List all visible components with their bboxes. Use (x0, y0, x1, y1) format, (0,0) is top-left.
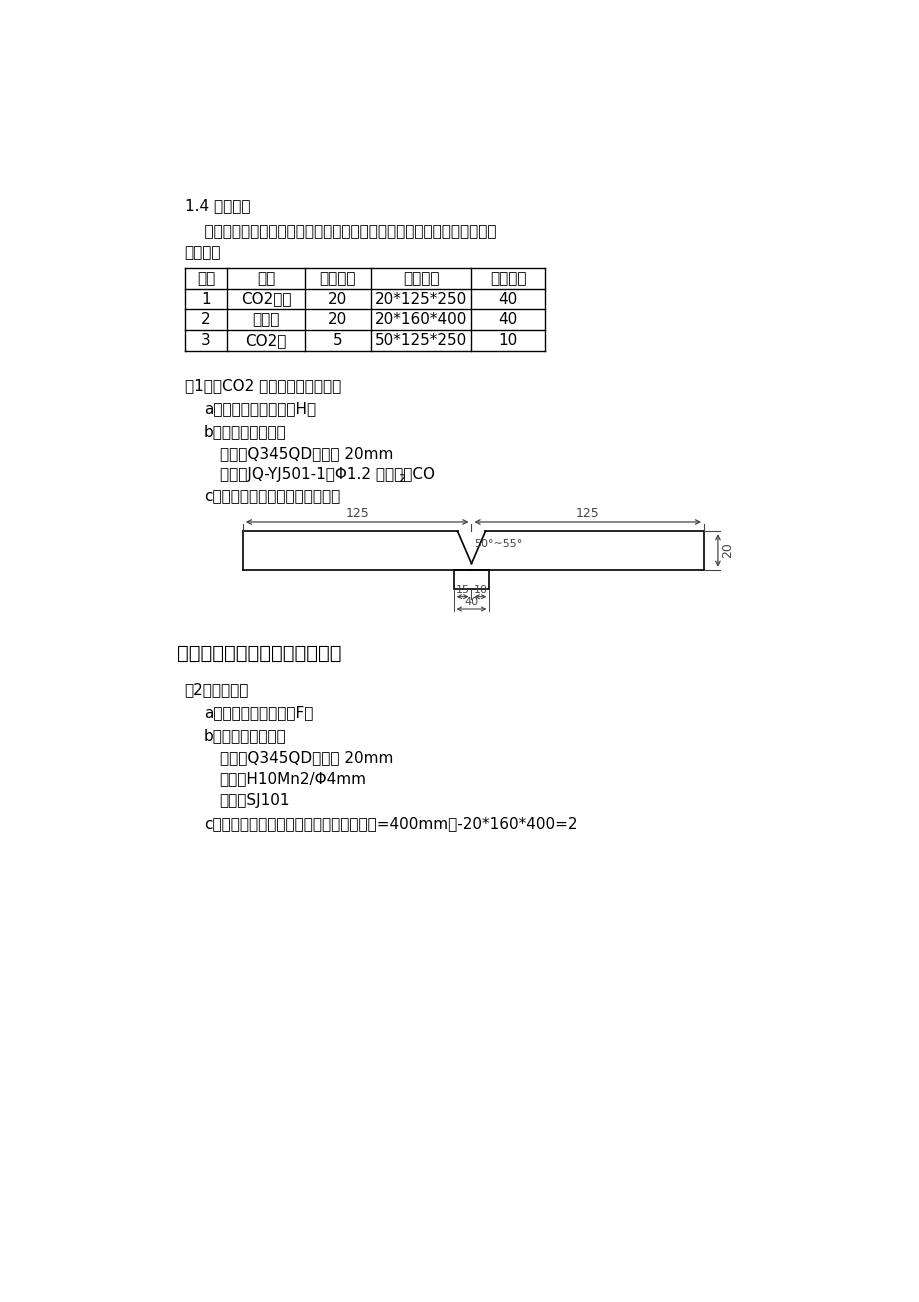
Text: a、焊接位置：平焊（F）: a、焊接位置：平焊（F） (204, 706, 313, 720)
Text: 20*125*250: 20*125*250 (375, 292, 467, 306)
Text: 焊丝：JQ-YJ501-1，Φ1.2 ，气体：CO: 焊丝：JQ-YJ501-1，Φ1.2 ，气体：CO (220, 467, 434, 482)
Text: 20*160*400: 20*160*400 (375, 312, 467, 327)
Text: 焊接工艺参数：详见《记录表》: 焊接工艺参数：详见《记录表》 (176, 643, 341, 663)
Text: a、焊接位置：横焊（H）: a、焊接位置：横焊（H） (204, 401, 316, 417)
Text: 1: 1 (201, 292, 210, 306)
Text: 考试人数: 考试人数 (319, 271, 356, 285)
Text: 母材：Q345QD、板厚 20mm: 母材：Q345QD、板厚 20mm (220, 750, 392, 764)
Text: 根据本工程结构的焊接形式及我司配备之焊接方法，设置以下焊接附加考: 根据本工程结构的焊接形式及我司配备之焊接方法，设置以下焊接附加考 (185, 224, 495, 240)
Text: 50*125*250: 50*125*250 (375, 333, 467, 348)
Text: CO2焊: CO2焊 (245, 333, 287, 348)
Text: 40: 40 (464, 598, 478, 608)
Text: 40: 40 (498, 292, 517, 306)
Text: 15: 15 (455, 585, 469, 595)
Text: 40: 40 (498, 312, 517, 327)
Text: 焊丝：H10Mn2/Φ4mm: 焊丝：H10Mn2/Φ4mm (220, 772, 367, 786)
Text: 试内容。: 试内容。 (185, 245, 221, 260)
Text: 3: 3 (201, 333, 210, 348)
Text: 焊剂：SJ101: 焊剂：SJ101 (220, 793, 289, 809)
Text: 2: 2 (201, 312, 210, 327)
Text: b、焊接试片材料：: b、焊接试片材料： (204, 728, 287, 743)
Text: 母材：Q345QD、板厚 20mm: 母材：Q345QD、板厚 20mm (220, 445, 392, 461)
Text: 序号: 序号 (197, 271, 215, 285)
Text: 125: 125 (575, 508, 599, 521)
Text: 125: 125 (345, 508, 369, 521)
Text: 10: 10 (498, 333, 517, 348)
Text: 50°~55°: 50°~55° (474, 539, 522, 548)
Text: 1.4 考试内容: 1.4 考试内容 (185, 199, 250, 214)
Text: （2）、埋弧焊: （2）、埋弧焊 (185, 682, 249, 697)
Text: 名称: 名称 (256, 271, 275, 285)
Text: 5: 5 (333, 333, 342, 348)
Text: c、试件尺寸及坡口形式如下图：试件长度=400mm，-20*160*400=2: c、试件尺寸及坡口形式如下图：试件长度=400mm，-20*160*400=2 (204, 816, 577, 831)
Text: c、试件尺寸及坡口形式如下图：: c、试件尺寸及坡口形式如下图： (204, 488, 340, 504)
Text: 20: 20 (328, 292, 347, 306)
Text: 材料规格: 材料规格 (403, 271, 439, 285)
Text: 20: 20 (328, 312, 347, 327)
Text: b、焊接试片材料：: b、焊接试片材料： (204, 424, 287, 439)
Text: 埋弧焊: 埋弧焊 (252, 312, 279, 327)
Text: 20: 20 (720, 543, 733, 559)
Text: 2: 2 (397, 474, 404, 484)
Bar (453, 570, 489, 589)
Text: 材料数量: 材料数量 (490, 271, 526, 285)
Text: CO2横焊: CO2横焊 (241, 292, 291, 306)
Text: （1）、CO2 气体保护焊（横焊）: （1）、CO2 气体保护焊（横焊） (185, 378, 341, 393)
Text: 10: 10 (473, 585, 487, 595)
